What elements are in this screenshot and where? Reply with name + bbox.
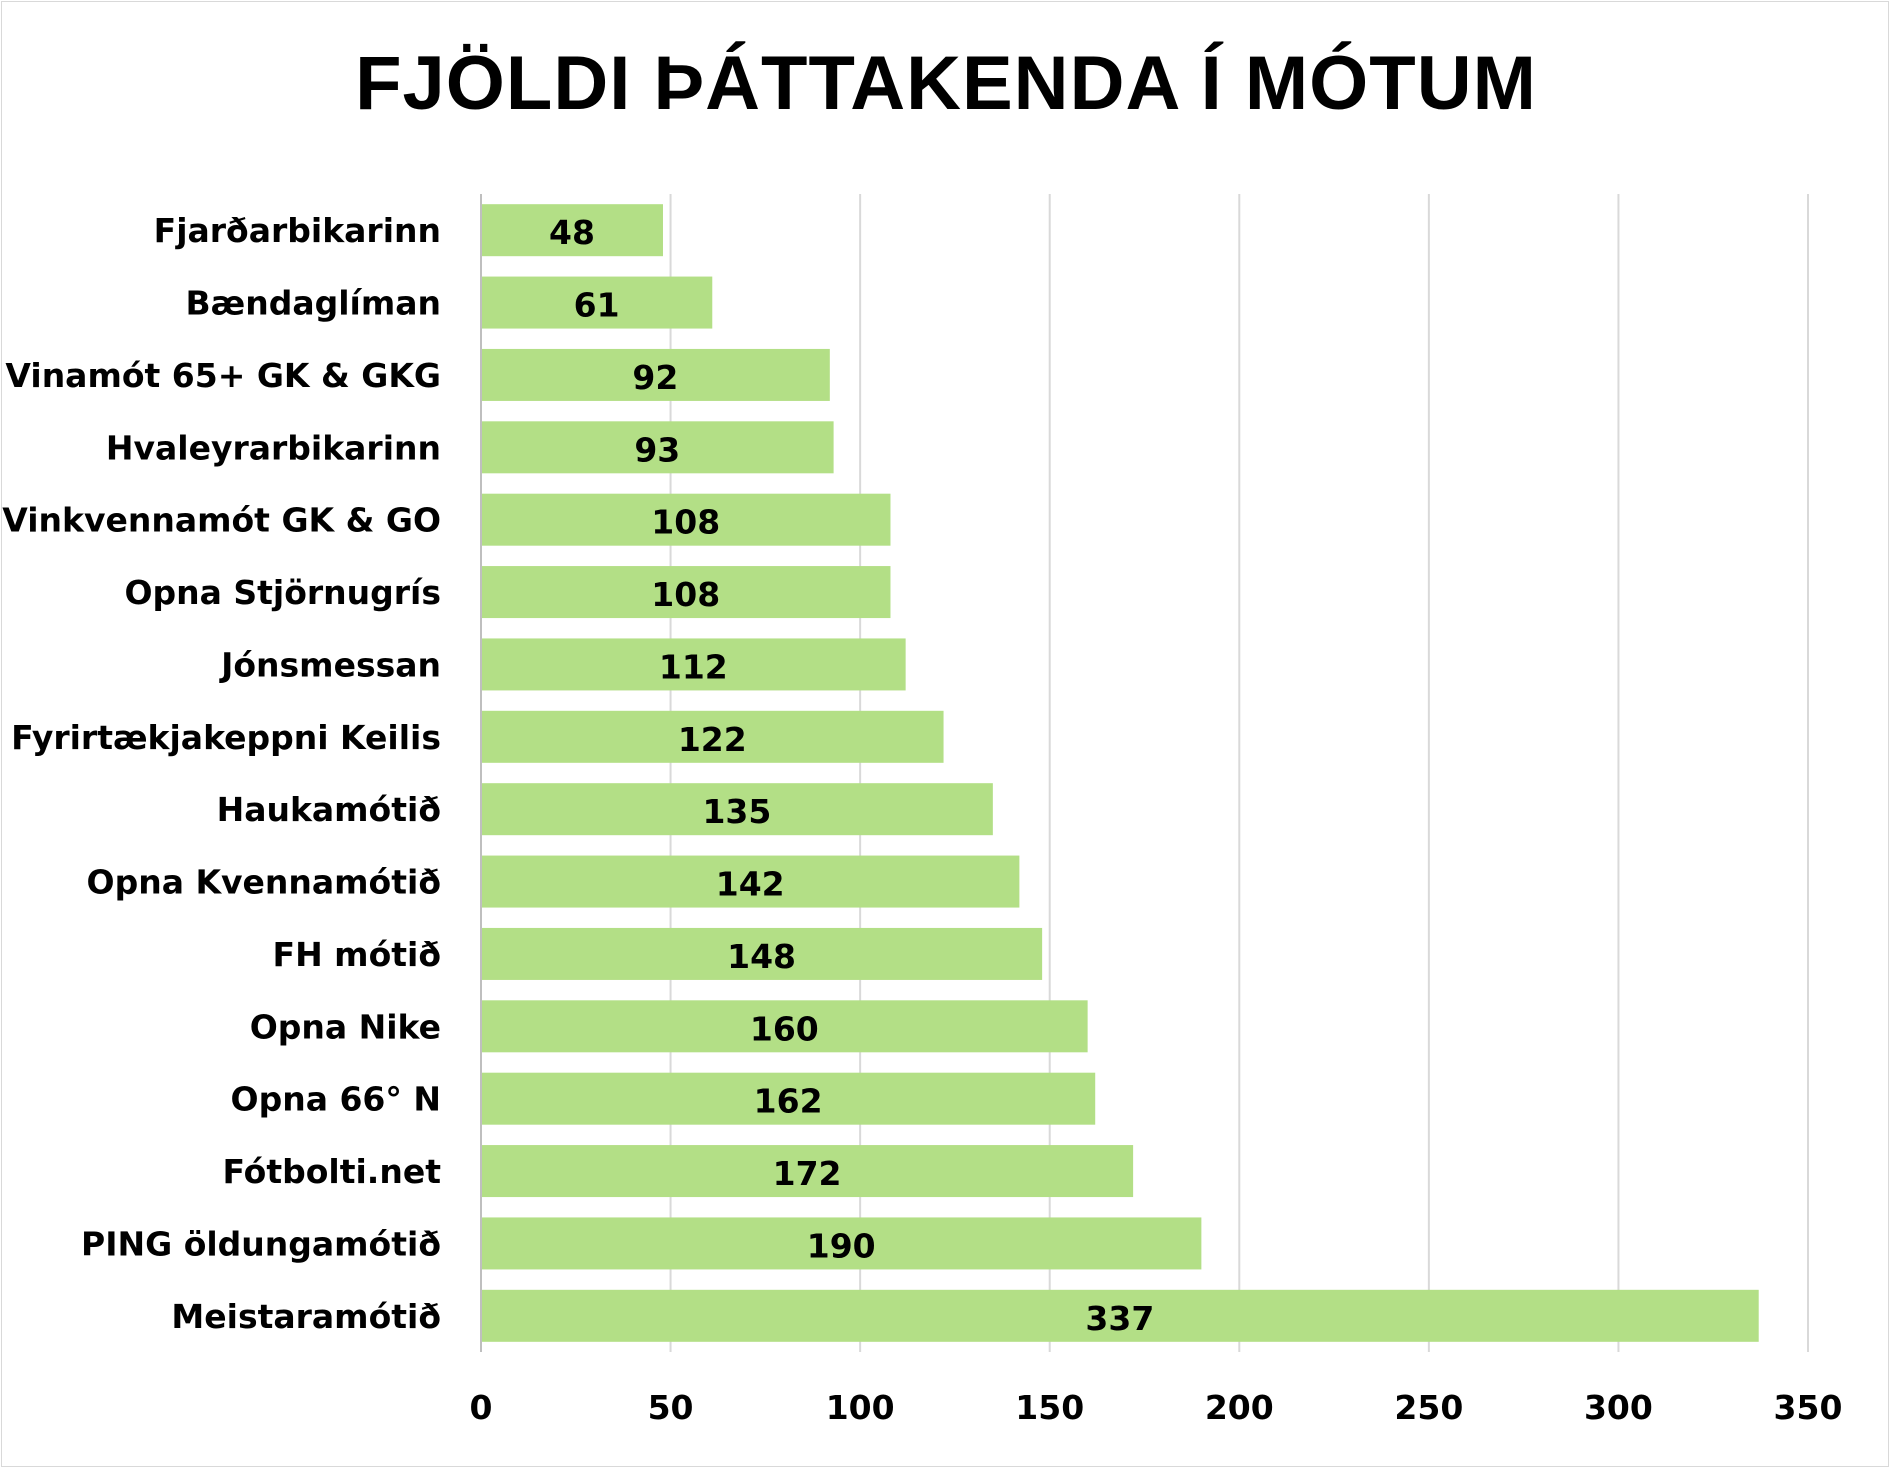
category-label: Vinamót 65+ GK & GKG: [5, 356, 441, 395]
bar: [481, 1072, 1096, 1125]
bar: [481, 276, 713, 329]
data-label: 135: [702, 792, 771, 831]
x-tick-label: 250: [1394, 1388, 1463, 1427]
bar: [481, 710, 944, 763]
category-label: Jónsmessan: [219, 645, 441, 684]
category-label: Fjarðarbikarinn: [154, 211, 441, 250]
data-label: 337: [1085, 1299, 1154, 1338]
category-label: Hvaleyrarbikarinn: [106, 428, 441, 467]
category-label: PING öldungamótið: [81, 1224, 441, 1263]
tick-labels: 0 50 100 150 200 250 300 350: [470, 1388, 1843, 1427]
data-label: 160: [750, 1009, 819, 1048]
data-label: 172: [773, 1154, 842, 1193]
bar: [481, 638, 906, 691]
x-tick-label: 300: [1584, 1388, 1653, 1427]
x-tick-label: 0: [470, 1388, 493, 1427]
category-label: Opna 66° N: [231, 1080, 441, 1119]
bar: [481, 493, 891, 546]
data-label: 148: [727, 937, 796, 976]
bar: [481, 204, 663, 257]
category-label: Opna Nike: [250, 1007, 441, 1046]
bar: [481, 783, 993, 836]
bar: [481, 1217, 1202, 1270]
category-label: FH mótið: [273, 935, 441, 974]
category-label: Meistaramótið: [171, 1297, 441, 1336]
category-label: Opna Stjörnugrís: [124, 573, 441, 612]
bar: [481, 1289, 1759, 1342]
data-label: 61: [574, 286, 620, 325]
category-label: Fótbolti.net: [222, 1152, 441, 1191]
bar: [481, 1000, 1088, 1053]
x-tick-label: 100: [826, 1388, 895, 1427]
category-label: Opna Kvennamótið: [87, 863, 441, 902]
data-labels: 48 61 92 93 108 108 112 122 135 142 148 160 162 172 19…: [549, 213, 1154, 1338]
x-tick-label: 200: [1205, 1388, 1274, 1427]
data-label: 108: [651, 575, 720, 614]
x-tick-label: 350: [1774, 1388, 1843, 1427]
bar: [481, 855, 1020, 908]
category-label: Fyrirtækjakeppni Keilis: [11, 718, 441, 757]
data-label: 122: [678, 720, 747, 759]
bar: [481, 927, 1043, 980]
data-label: 48: [549, 213, 595, 252]
category-label: Bændaglíman: [185, 284, 441, 323]
data-label: 162: [754, 1082, 823, 1121]
data-label: 142: [716, 865, 785, 904]
category-label: Vinkvennamót GK & GO: [2, 501, 441, 540]
bar: [481, 421, 834, 474]
data-label: 93: [634, 430, 680, 469]
category-labels: Fjarðarbikarinn Bændaglíman Vinamót 65+ GK…: [2, 211, 441, 1336]
x-tick-label: 50: [648, 1388, 694, 1427]
bars: [481, 204, 1759, 1342]
data-label: 92: [632, 358, 678, 397]
category-label: Haukamótið: [217, 790, 441, 829]
data-label: 190: [807, 1226, 876, 1265]
data-label: 112: [659, 647, 728, 686]
chart-title: FJÖLDI ÞÁTTAKENDA Í MÓTUM: [355, 41, 1537, 126]
bar: [481, 1145, 1134, 1198]
bar: [481, 348, 830, 401]
bar: [481, 566, 891, 619]
x-tick-label: 150: [1015, 1388, 1084, 1427]
data-label: 108: [651, 503, 720, 542]
